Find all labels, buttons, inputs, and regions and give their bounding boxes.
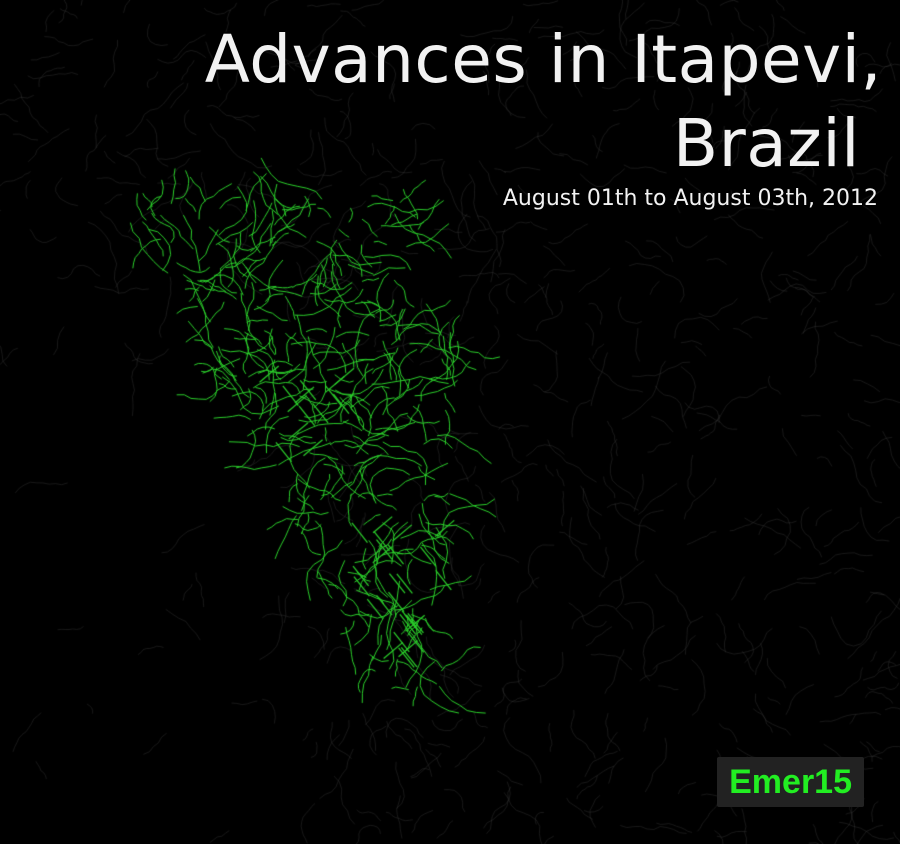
- map-title: Advances in Itapevi, Brazil: [122, 18, 882, 186]
- credit-username: Emer15: [729, 762, 852, 801]
- credit-badge: Emer15: [717, 757, 864, 807]
- map-date-range: August 01th to August 03th, 2012: [502, 186, 878, 211]
- map-title-line2: Brazil: [672, 105, 860, 182]
- map-title-line1: Advances in Itapevi,: [204, 21, 882, 98]
